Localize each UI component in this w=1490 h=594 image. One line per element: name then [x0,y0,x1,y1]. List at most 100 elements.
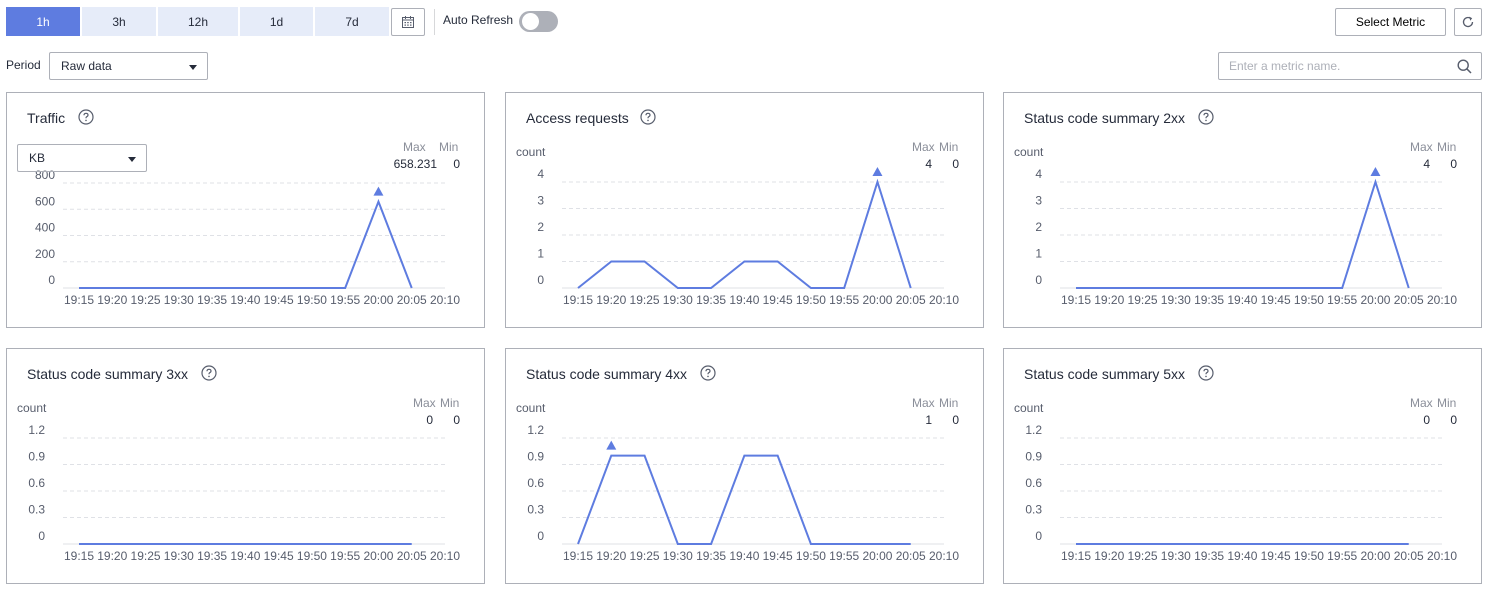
max-label: Max [1410,140,1433,154]
x-tick-label: 19:15 [1061,549,1091,563]
unit-label: count [516,401,546,415]
metric-card: 4 3 2 1 0 19:15 19:20 19:25 19:30 19:35 19:40 19:45… [505,92,984,328]
x-tick-label: 20:05 [397,549,427,563]
auto-refresh-label: Auto Refresh [443,13,514,27]
auto-refresh-toggle[interactable] [519,11,558,32]
help-circle-icon[interactable] [201,365,217,381]
series-line [577,178,912,289]
x-tick-label: 19:45 [264,293,294,307]
y-tick-label: 4 [537,167,544,181]
x-tick-label: 19:45 [763,293,793,307]
help-circle-icon[interactable] [78,109,94,125]
x-tick-label: 19:30 [1161,549,1191,563]
calendar-button[interactable] [391,8,425,36]
y-tick-label: 4 [1035,167,1042,181]
y-tick-label: 0 [48,273,55,287]
y-tick-label: 200 [35,247,55,261]
card-title: Status code summary 3xx [27,366,189,382]
x-tick-label: 19:45 [763,549,793,563]
y-tick-label: 1.2 [527,423,544,437]
y-tick-label: 0.3 [28,503,45,517]
card-title: Status code summary 5xx [1024,366,1186,382]
help-circle-icon[interactable] [1198,365,1214,381]
card-title: Status code summary 4xx [526,366,688,382]
metric-search-input[interactable] [1219,53,1439,79]
x-tick-label: 19:25 [1128,549,1158,563]
y-tick-label: 0 [1035,529,1042,543]
y-tick-label: 0.3 [1025,503,1042,517]
y-tick-label: 400 [35,221,55,235]
y-tick-label: 0 [537,529,544,543]
metric-card: 800 600 400 200 0 19:15 19:20 19:25 19:30 19:35 19… [6,92,485,328]
series-line [1076,178,1410,289]
series-line [577,454,911,545]
min-value: 0 [1450,157,1457,171]
x-tick-label: 19:40 [729,293,759,307]
x-tick-label: 19:30 [663,549,693,563]
min-value: 0 [952,157,959,171]
x-tick-label: 19:15 [1061,293,1091,307]
max-label: Max [413,396,436,410]
x-tick-label: 20:05 [896,293,926,307]
x-tick-label: 19:30 [663,293,693,307]
x-tick-label: 19:45 [1261,293,1291,307]
min-value: 0 [453,157,460,171]
unit-label: count [17,401,47,415]
period-select[interactable]: Raw data [49,52,208,80]
x-tick-label: 19:30 [164,549,194,563]
max-value: 658.231 [393,157,437,171]
range-7d-button[interactable]: 7d [315,7,389,36]
min-value: 0 [1450,413,1457,427]
x-tick-label: 20:00 [363,293,393,307]
unit-select[interactable]: KB [17,144,147,172]
x-tick-label: 19:45 [264,549,294,563]
x-tick-label: 19:40 [729,549,759,563]
y-tick-label: 1 [537,247,544,261]
max-label: Max [912,140,935,154]
period-value: Raw data [61,59,112,73]
x-tick-label: 19:35 [696,549,726,563]
x-tick-label: 19:20 [1094,549,1124,563]
x-tick-label: 19:40 [1227,549,1257,563]
max-value: 4 [1423,157,1430,171]
x-tick-label: 20:10 [929,293,959,307]
range-1d-button[interactable]: 1d [240,7,313,36]
series-line [79,198,413,289]
card-title: Traffic [27,110,66,126]
metric-card: 4 3 2 1 0 19:15 19:20 19:25 19:30 19:35 19:40 19:45… [1003,92,1482,328]
y-tick-label: 0 [537,273,544,287]
help-circle-icon[interactable] [640,109,656,125]
x-tick-label: 20:10 [929,549,959,563]
range-3h-button[interactable]: 3h [82,7,156,36]
x-tick-label: 19:50 [796,293,826,307]
range-12h-button[interactable]: 12h [158,7,238,36]
help-circle-icon[interactable] [1198,109,1214,125]
x-tick-label: 19:45 [1261,549,1291,563]
range-1h-button[interactable]: 1h [6,7,80,36]
x-tick-label: 19:55 [1327,549,1357,563]
unit-label: count [1014,145,1044,159]
min-label: Min [1437,396,1457,410]
x-tick-label: 20:00 [1360,549,1390,563]
line-chart: 4 3 2 1 0 19:15 19:20 19:25 19:30 19:35 19:40 19:45… [537,167,959,307]
help-circle-icon[interactable] [700,365,716,381]
x-tick-label: 19:40 [230,549,260,563]
unit-label: count [1014,401,1044,415]
y-tick-label: 0.6 [28,476,45,490]
x-tick-label: 19:35 [1194,549,1224,563]
x-tick-label: 19:25 [630,549,660,563]
x-tick-label: 20:05 [1394,549,1424,563]
select-metric-button[interactable]: Select Metric [1335,8,1446,36]
x-tick-label: 19:55 [330,549,360,563]
max-value: 4 [925,157,932,171]
metric-search [1218,52,1482,80]
search-icon[interactable] [1457,59,1472,74]
metric-card: 1.2 0.9 0.6 0.3 0 19:15 19:20 19:25 19:30 19:35 19… [505,348,984,584]
max-label: Max [1410,396,1433,410]
refresh-button[interactable] [1454,8,1482,36]
x-tick-label: 19:20 [97,549,127,563]
max-marker [1370,167,1381,176]
